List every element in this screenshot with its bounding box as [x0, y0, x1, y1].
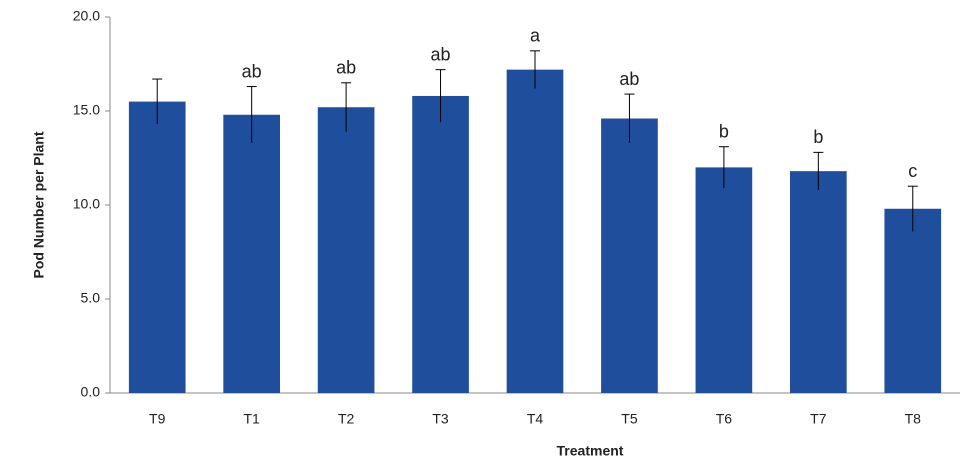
significance-letter: c — [908, 161, 917, 181]
x-tick-label: T8 — [905, 411, 922, 427]
significance-letter: a — [530, 26, 541, 46]
y-tick-label: 10.0 — [73, 196, 100, 212]
significance-letter: b — [719, 121, 729, 141]
significance-letter: ab — [619, 69, 639, 89]
bar — [695, 167, 753, 393]
x-tick-label: T3 — [432, 411, 449, 427]
bar — [884, 208, 942, 393]
y-tick-label: 0.0 — [81, 384, 101, 400]
y-tick-label: 15.0 — [73, 102, 100, 118]
bar — [317, 107, 375, 394]
x-tick-label: T6 — [716, 411, 733, 427]
bar — [601, 118, 658, 394]
significance-letter: b — [813, 127, 823, 147]
y-tick-label: 20.0 — [73, 8, 100, 24]
bar — [506, 69, 564, 393]
bar — [223, 114, 280, 393]
bar — [412, 95, 469, 394]
x-tick-label: T7 — [810, 411, 827, 427]
bar — [128, 101, 186, 393]
x-tick-label: T5 — [621, 411, 638, 427]
x-tick-label: T2 — [338, 411, 355, 427]
x-axis-title: Treatment — [557, 443, 624, 459]
y-tick-label: 5.0 — [81, 290, 101, 306]
significance-letter: ab — [242, 61, 262, 81]
y-axis-title: Pod Number per Plant — [31, 131, 47, 278]
x-tick-label: T1 — [243, 411, 260, 427]
significance-letter: ab — [336, 58, 356, 78]
significance-letter: ab — [431, 44, 451, 64]
bar — [790, 171, 847, 393]
x-tick-label: T9 — [149, 411, 166, 427]
x-tick-label: T4 — [527, 411, 544, 427]
